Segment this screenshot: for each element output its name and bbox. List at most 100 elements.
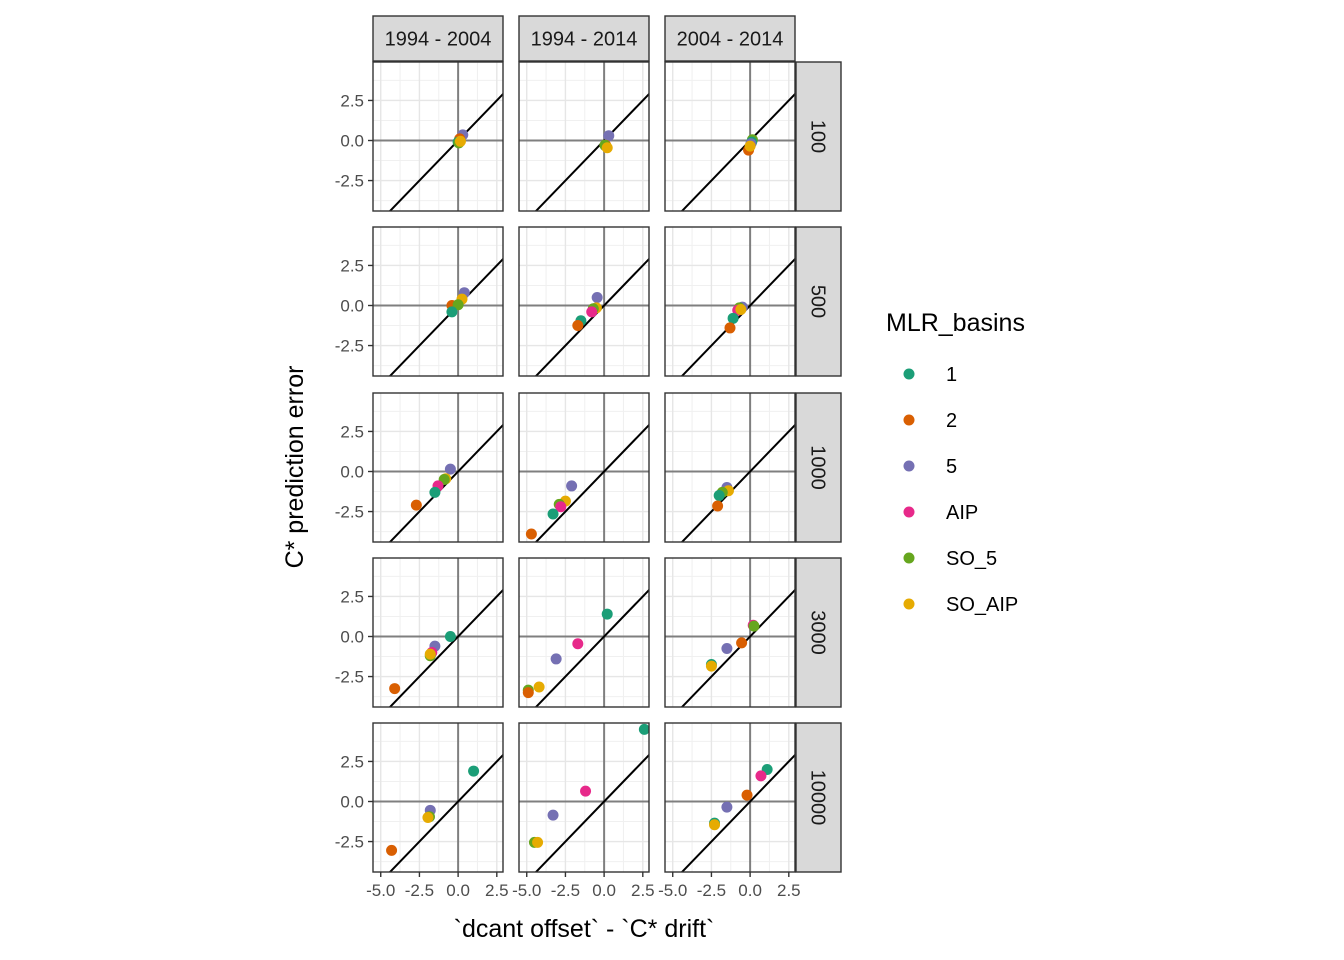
- row-strip-label: 500: [807, 285, 829, 318]
- legend-key: [903, 598, 915, 610]
- legend-entry: SO_5: [903, 548, 997, 570]
- data-point-so-aip: [601, 142, 613, 154]
- column-strip: [372, 15, 504, 62]
- panel-points: [452, 129, 469, 149]
- y-tick-label: -2.5: [335, 668, 364, 687]
- legend-label: 5: [946, 456, 957, 478]
- data-point-aip: [580, 785, 592, 797]
- legend-entry: 5: [903, 456, 957, 478]
- x-tick-label: -5.0: [512, 881, 541, 900]
- y-tick-label: 0.0: [340, 793, 364, 812]
- panel-points: [389, 631, 456, 695]
- panel-points: [528, 723, 649, 848]
- data-point-2: [712, 500, 724, 512]
- data-point-1: [547, 508, 559, 520]
- data-point-5: [550, 653, 562, 665]
- legend-title: MLR_basins: [886, 309, 1025, 337]
- legend-key: [903, 460, 915, 472]
- data-point-2: [724, 322, 736, 334]
- identity-line: [680, 753, 795, 872]
- legend-entry: 2: [903, 410, 957, 432]
- panel-border: [372, 392, 504, 543]
- panel-background: [665, 723, 795, 872]
- data-point-so-aip: [705, 660, 717, 672]
- legend-entry: AIP: [903, 502, 978, 524]
- row-strip: [795, 722, 842, 873]
- panel-border: [518, 722, 650, 873]
- data-point-2: [522, 687, 534, 699]
- panel-border: [664, 392, 796, 543]
- facet-panel: [372, 392, 504, 543]
- x-tick-label: -2.5: [405, 881, 434, 900]
- panel-background: [519, 62, 649, 211]
- data-point-so-aip: [424, 648, 436, 660]
- x-tick-label: -5.0: [366, 881, 395, 900]
- panel-border: [372, 61, 504, 212]
- column-strip: [518, 15, 650, 62]
- y-tick-label: 0.0: [340, 297, 364, 316]
- panel-points: [572, 291, 603, 332]
- identity-line: [388, 423, 503, 542]
- facet-panel: [664, 392, 796, 543]
- panel-points: [525, 480, 578, 540]
- facet-panel: [518, 61, 650, 212]
- panel-points: [712, 482, 734, 512]
- identity-line: [680, 257, 795, 376]
- data-point-1: [468, 765, 480, 777]
- data-point-so-aip: [735, 304, 747, 316]
- data-point-2: [389, 683, 401, 695]
- facet-strips: 1994 - 2004 1994 - 2014 2004 - 2014 100 500 1…: [372, 15, 842, 873]
- identity-line: [534, 257, 649, 376]
- panel-points: [522, 608, 613, 699]
- row-strip-label: 10000: [807, 770, 829, 826]
- identity-line: [534, 588, 649, 707]
- panel-border: [372, 722, 504, 873]
- y-tick-label: -2.5: [335, 337, 364, 356]
- column-strip-label: 1994 - 2004: [385, 29, 492, 51]
- data-point-aip: [755, 770, 767, 782]
- data-point-1: [429, 486, 441, 498]
- legend-label: AIP: [946, 502, 978, 524]
- column-strip-label: 1994 - 2014: [531, 29, 638, 51]
- axes: -2.5 0.0 2.5 -2.5 0.0 2.5 -2.5 0.0 2.5 -2.5 0.0 2.5…: [335, 91, 801, 900]
- data-point-so-5: [748, 620, 760, 632]
- panel-points: [709, 763, 773, 831]
- facet-panel: [664, 61, 796, 212]
- panel-border: [518, 61, 650, 212]
- data-point-2: [736, 637, 748, 649]
- facet-panels: [372, 61, 796, 873]
- data-point-so-aip: [709, 819, 721, 831]
- panel-border: [664, 226, 796, 377]
- data-point-5: [566, 480, 578, 492]
- data-point-5: [547, 809, 559, 821]
- panel-border: [664, 61, 796, 212]
- identity-line: [680, 588, 795, 707]
- x-tick-label: 0.0: [592, 881, 616, 900]
- data-point-1: [444, 631, 456, 643]
- y-tick-label: 0.0: [340, 628, 364, 647]
- column-strip-label: 2004 - 2014: [677, 29, 784, 51]
- legend-entries: 1 2 5 AIP SO_5 SO_AIP: [903, 364, 1018, 616]
- panel-border: [372, 226, 504, 377]
- y-tick-label: 2.5: [340, 91, 364, 110]
- data-point-aip: [555, 501, 567, 513]
- panel-background: [665, 227, 795, 376]
- data-point-1: [727, 312, 739, 324]
- facet-panel: [518, 722, 650, 873]
- legend-label: SO_5: [946, 548, 997, 570]
- row-strip: [795, 61, 842, 212]
- x-tick-label: 0.0: [738, 881, 762, 900]
- legend-label: SO_AIP: [946, 594, 1018, 616]
- x-tick-label: -2.5: [697, 881, 726, 900]
- identity-line: [534, 423, 649, 542]
- panel-background: [373, 393, 503, 542]
- data-point-2: [386, 844, 398, 856]
- x-tick-label: 2.5: [777, 881, 801, 900]
- data-point-2: [525, 528, 537, 540]
- legend-label: 1: [946, 364, 957, 386]
- y-tick-label: -2.5: [335, 833, 364, 852]
- legend-entry: SO_AIP: [903, 594, 1018, 616]
- data-point-2: [572, 320, 584, 332]
- facet-panel: [664, 557, 796, 708]
- panel-background: [373, 558, 503, 707]
